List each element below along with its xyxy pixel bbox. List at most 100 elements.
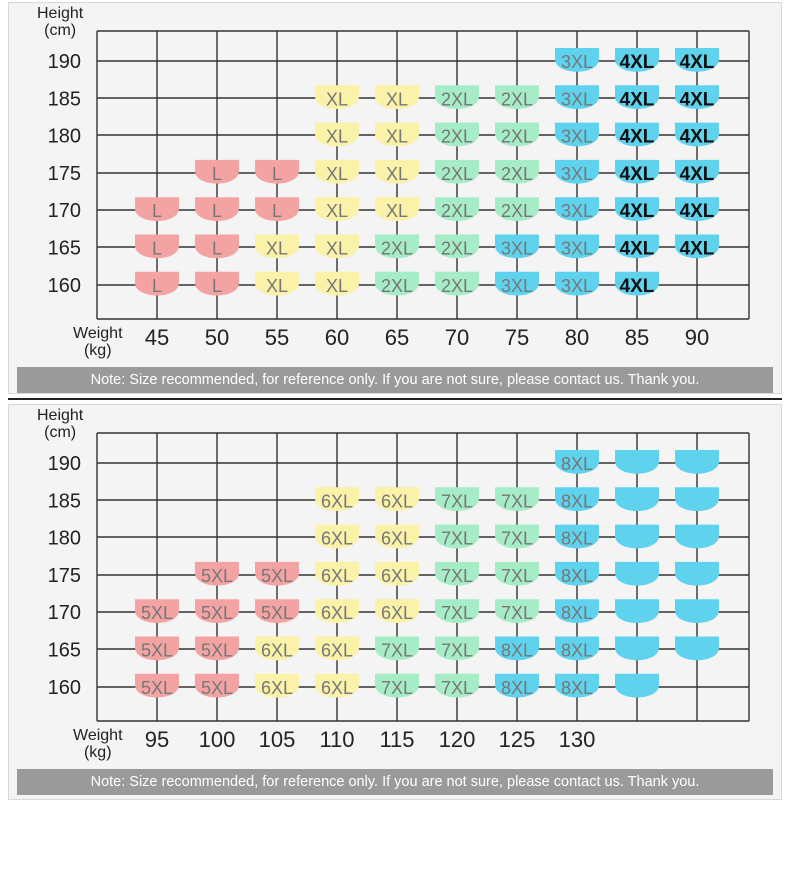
size-cell: XL xyxy=(375,159,419,184)
note-banner: Note: Size recommended, for reference on… xyxy=(17,769,773,795)
size-cell xyxy=(675,487,719,512)
size-cell-shape xyxy=(555,122,599,147)
y-tick-label: 185 xyxy=(48,88,81,110)
size-cell: XL xyxy=(315,122,359,147)
size-cell: 2XL xyxy=(375,271,419,296)
size-cell-label: 6XL xyxy=(321,678,353,698)
size-cell-label: XL xyxy=(266,276,288,296)
size-cell: 3XL xyxy=(555,48,599,72)
size-cell-label: 4XL xyxy=(620,52,655,73)
size-cell-label: 2XL xyxy=(501,201,533,221)
size-cell-shape xyxy=(555,599,599,623)
size-cell-shape xyxy=(375,197,419,221)
size-cell xyxy=(615,636,659,661)
size-cell-shape xyxy=(375,524,419,549)
size-cell: 3XL xyxy=(555,85,599,109)
size-cell-label: 3XL xyxy=(561,89,593,109)
size-cell-label: 3XL xyxy=(561,239,593,259)
y-tick-label: 175 xyxy=(48,565,81,587)
x-tick-label: 115 xyxy=(379,727,414,752)
size-cell xyxy=(615,599,659,623)
size-cell-shape xyxy=(315,599,359,623)
size-cell-label: 2XL xyxy=(381,239,413,259)
size-cell-shape xyxy=(435,524,479,549)
x-tick-label: 120 xyxy=(439,727,476,752)
y-tick-label: 190 xyxy=(48,453,81,475)
size-cell-label: 6XL xyxy=(381,566,413,586)
size-cell-label: 7XL xyxy=(441,566,473,586)
size-cell-shape xyxy=(315,122,359,147)
size-cell-shape xyxy=(615,197,659,221)
size-cell: 2XL xyxy=(435,122,479,147)
size-cell-label: 5XL xyxy=(201,566,233,586)
size-cell-label: XL xyxy=(386,127,408,147)
size-cell: L xyxy=(135,197,179,221)
size-cell-shape xyxy=(495,197,539,221)
size-cell: 7XL xyxy=(495,561,539,586)
size-cell-label: XL xyxy=(326,127,348,147)
size-cell-label: 5XL xyxy=(201,603,233,623)
size-cell: 3XL xyxy=(555,159,599,184)
size-cell-label: 4XL xyxy=(680,52,715,73)
size-cell: 8XL xyxy=(555,487,599,511)
size-cell-label: 3XL xyxy=(561,52,593,72)
x-tick-label: 45 xyxy=(145,325,169,350)
size-cell-shape xyxy=(195,271,239,296)
size-cell: XL xyxy=(375,197,419,221)
size-cell-label: 2XL xyxy=(381,276,413,296)
size-cell: 4XL xyxy=(615,271,659,297)
size-cell-label: 8XL xyxy=(561,678,593,698)
size-cell-shape xyxy=(495,599,539,623)
size-cell-label: 5XL xyxy=(141,678,173,698)
size-cell: 2XL xyxy=(435,85,479,109)
size-cell-shape xyxy=(435,159,479,184)
size-cell-shape xyxy=(375,122,419,147)
size-cell: 7XL xyxy=(435,561,479,586)
size-cell-shape xyxy=(495,85,539,110)
x-tick-label: 75 xyxy=(505,325,529,350)
size-cell-label: XL xyxy=(326,89,348,109)
size-cell-shape xyxy=(675,487,719,512)
size-cell-label: 7XL xyxy=(501,491,533,511)
y-tick-label: 165 xyxy=(48,640,81,662)
size-cell-label: XL xyxy=(326,276,348,296)
size-cell: L xyxy=(195,197,239,221)
size-cell-shape xyxy=(315,487,359,512)
size-cell: L xyxy=(135,234,179,259)
size-cell-label: 8XL xyxy=(561,454,593,474)
size-cell-shape xyxy=(615,271,659,296)
size-cell: XL xyxy=(315,271,359,296)
size-cell-label: 7XL xyxy=(501,603,533,623)
y-tick-label: 160 xyxy=(48,677,81,699)
size-cell: 8XL xyxy=(555,673,599,698)
size-cell-label: 3XL xyxy=(561,201,593,221)
size-cell: 6XL xyxy=(315,636,359,661)
size-cell: 7XL xyxy=(435,636,479,661)
panel-divider xyxy=(8,398,782,400)
size-cell-shape xyxy=(195,673,239,698)
size-cell-label: 2XL xyxy=(441,201,473,221)
y-tick-label: 160 xyxy=(48,275,81,297)
size-cell-label: 3XL xyxy=(501,276,533,296)
size-cell-shape xyxy=(315,234,359,259)
size-cell: 2XL xyxy=(495,197,539,221)
size-cell-shape xyxy=(555,159,599,184)
size-cell: 6XL xyxy=(315,524,359,549)
size-cell-shape xyxy=(435,271,479,296)
size-cell: 2XL xyxy=(435,271,479,296)
size-cell: 5XL xyxy=(135,599,179,623)
size-cell-shape xyxy=(495,524,539,549)
size-cell: 6XL xyxy=(315,487,359,511)
size-cell-label: 3XL xyxy=(501,239,533,259)
size-cell: XL xyxy=(315,197,359,221)
size-cell: 5XL xyxy=(195,599,239,623)
size-cell-label: L xyxy=(212,164,222,184)
x-tick-label: 105 xyxy=(259,727,296,752)
size-cell-label: 8XL xyxy=(561,603,593,623)
y-tick-label: 175 xyxy=(48,163,81,185)
size-cell-label: 8XL xyxy=(561,491,593,511)
size-cell-shape xyxy=(375,561,419,586)
size-cell-shape xyxy=(555,48,599,72)
size-cell-label: 4XL xyxy=(680,164,715,185)
size-cell: 3XL xyxy=(555,271,599,296)
